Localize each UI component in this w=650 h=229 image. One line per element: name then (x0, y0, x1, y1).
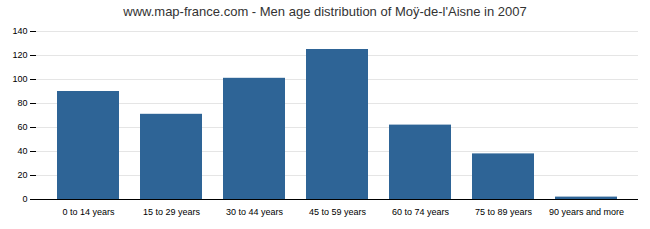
svg-text:120: 120 (12, 50, 27, 60)
svg-text:140: 140 (12, 26, 27, 36)
svg-text:75 to 89 years: 75 to 89 years (475, 207, 533, 217)
svg-text:60 to 74 years: 60 to 74 years (392, 207, 450, 217)
html-text:www.map-france.com - Men age d: www.map-france.com - Men age distributio… (123, 4, 527, 19)
svg-text:45 to 59 years: 45 to 59 years (309, 207, 367, 217)
svg-text:90 years and more: 90 years and more (549, 207, 624, 217)
svg-text:0: 0 (22, 194, 27, 204)
svg-text:60: 60 (17, 122, 27, 132)
svg-text:15 to 29 years: 15 to 29 years (143, 207, 201, 217)
svg-text:40: 40 (17, 146, 27, 156)
svg-text:100: 100 (12, 74, 27, 84)
svg-text:20: 20 (17, 170, 27, 180)
svg-text:80: 80 (17, 98, 27, 108)
svg-text:0 to 14 years: 0 to 14 years (62, 207, 115, 217)
svg-text:30 to 44 years: 30 to 44 years (226, 207, 284, 217)
